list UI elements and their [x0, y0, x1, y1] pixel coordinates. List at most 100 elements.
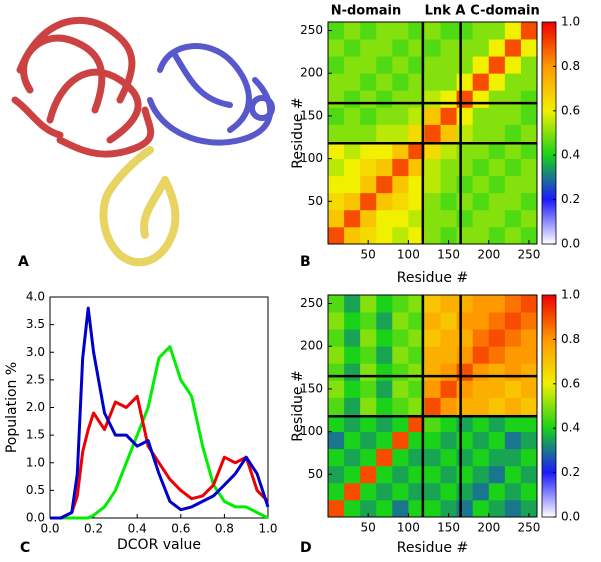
heatmap-cell: [376, 465, 393, 484]
heatmap-cell: [408, 107, 425, 125]
y-axis-label: Population %: [4, 362, 20, 453]
heatmap-cell: [344, 39, 361, 57]
ribbon: [11, 96, 64, 139]
heatmap-cell: [504, 209, 522, 228]
colorbar-tick-label: 0.4: [561, 148, 580, 162]
heatmap-cell: [328, 141, 345, 160]
heatmap-cell: [424, 158, 441, 177]
heatmap-cell: [344, 312, 361, 330]
heatmap-cell: [488, 209, 506, 228]
heatmap-cell: [504, 22, 522, 40]
heatmap-cell: [376, 124, 393, 142]
heatmap-cell: [520, 22, 538, 40]
heatmap-cell: [504, 226, 522, 245]
heatmap-cell: [408, 431, 425, 450]
heatmap-cell: [488, 414, 506, 433]
heatmap-cell: [504, 124, 522, 142]
heatmap-cell: [424, 414, 441, 433]
x-tick-label: 100: [397, 521, 420, 535]
heatmap-cell: [440, 329, 458, 347]
heatmap-cell: [328, 295, 345, 313]
heatmap-cell: [344, 56, 361, 74]
heatmap-cell: [456, 329, 474, 347]
heatmap-cell: [488, 397, 506, 415]
y-tick-label: 200: [300, 66, 323, 80]
heatmap-cell: [360, 346, 377, 364]
heatmap-cell: [520, 465, 538, 484]
x-tick-label: 250: [518, 521, 541, 535]
heatmap-cell: [472, 158, 490, 177]
x-axis-label: Residue #: [397, 540, 468, 556]
x-tick-label: 200: [477, 248, 500, 262]
heatmap-cell: [472, 465, 490, 484]
heatmap-cell: [472, 56, 490, 74]
heatmap-cell: [360, 431, 377, 450]
heatmap-cell: [344, 380, 361, 398]
heatmap-cell: [344, 209, 361, 228]
heatmap-cell: [520, 329, 538, 347]
heatmap-cell: [504, 448, 522, 467]
heatmap-cell: [360, 141, 377, 160]
heatmap-cell: [424, 175, 441, 194]
y-tick-label: 150: [300, 108, 323, 122]
heatmap-cell: [328, 209, 345, 228]
heatmap-cell: [328, 380, 345, 398]
heatmap-cell: [376, 22, 393, 40]
heatmap-cell: [520, 56, 538, 74]
heatmap-cell: [488, 295, 506, 313]
x-tick-label: 0.2: [84, 522, 103, 536]
heatmap-cell: [328, 465, 345, 484]
y-tick-label: 2.0: [26, 400, 45, 414]
heatmap-cell: [328, 482, 345, 501]
heatmap-cell: [360, 397, 377, 415]
heatmap-cell: [360, 482, 377, 501]
y-tick-label: 50: [308, 194, 323, 208]
heatmap-cell: [520, 414, 538, 433]
heatmap-cell: [504, 56, 522, 74]
heatmap-cell: [392, 380, 409, 398]
heatmap-cell: [488, 192, 506, 211]
heatmap-cell: [408, 226, 425, 245]
heatmap-cell: [472, 448, 490, 467]
heatmap-cell: [344, 363, 361, 381]
heatmap-cell: [392, 295, 409, 313]
heatmap-cell: [328, 346, 345, 364]
heatmap-cell: [424, 329, 441, 347]
heatmap-cell: [392, 90, 409, 108]
heatmap-cell: [456, 346, 474, 364]
heatmap-cell: [456, 22, 474, 40]
heatmap-cell: [408, 158, 425, 177]
ribbon: [16, 16, 136, 104]
heatmap-cell: [376, 329, 393, 347]
heatmap-cell: [344, 295, 361, 313]
helix: [99, 146, 154, 259]
heatmap-cell: [328, 124, 345, 142]
heatmap-cell: [392, 499, 409, 518]
heatmap-cell: [424, 209, 441, 228]
x-tick-label: 0.8: [215, 522, 234, 536]
heatmap-cell: [440, 448, 458, 467]
heatmap-cell: [504, 414, 522, 433]
heatmap-cell: [424, 73, 441, 91]
y-tick-label: 0.0: [26, 511, 45, 525]
heatmap-cell: [328, 39, 345, 57]
heatmap-cell: [344, 175, 361, 194]
heatmap-cell: [408, 124, 425, 142]
heatmap-cell: [520, 226, 538, 245]
heatmap-cell: [328, 397, 345, 415]
heatmap-cell: [472, 329, 490, 347]
heatmap-cell: [440, 90, 458, 108]
heatmap-cell: [360, 73, 377, 91]
heatmap-cell: [360, 192, 377, 211]
heatmap-cell: [440, 499, 458, 518]
ribbon: [46, 68, 142, 144]
heatmap-cell: [392, 209, 409, 228]
heatmap-cell: [424, 295, 441, 313]
heatmap-cell: [360, 22, 377, 40]
heatmap-cell: [472, 499, 490, 518]
heatmap-cell: [408, 312, 425, 330]
heatmap-cell: [376, 107, 393, 125]
heatmap-cell: [456, 226, 474, 245]
heatmap-cell: [520, 158, 538, 177]
heatmap-cell: [360, 312, 377, 330]
